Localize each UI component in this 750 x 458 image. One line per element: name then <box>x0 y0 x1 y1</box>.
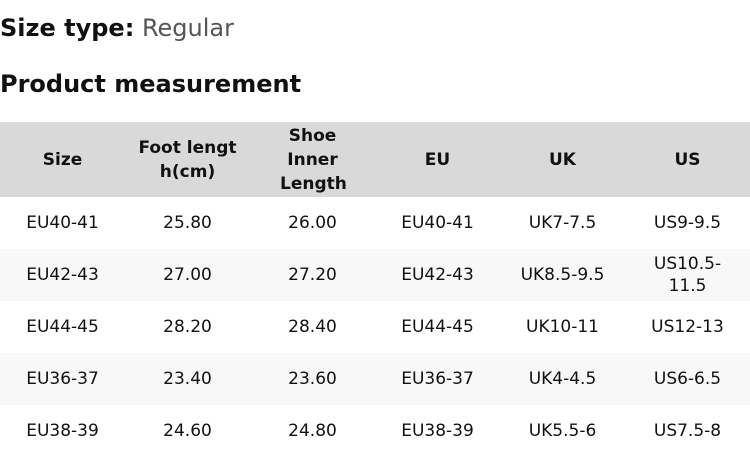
table-cell: EU44-45 <box>26 317 99 337</box>
table-cell: EU40-41 <box>401 213 474 233</box>
table-cell: EU36-37 <box>0 353 125 405</box>
table-cell: UK8.5-9.5 <box>500 249 625 301</box>
header-foot-length: Foot length(cm) <box>125 122 250 197</box>
size-type: Size type: Regular <box>0 12 234 44</box>
table-cell: UK4-4.5 <box>500 353 625 405</box>
table-cell: 28.40 <box>288 317 337 337</box>
table-cell: EU40-41 <box>26 213 99 233</box>
table-cell: US7.5-8 <box>653 421 722 441</box>
table-cell: EU42-43 <box>375 249 500 301</box>
table-row: EU36-37 23.40 23.60 EU36-37 UK4-4.5 US6-6.5 <box>0 353 750 405</box>
measurement-table: Size Foot length(cm) Shoe Inner Length E… <box>0 122 750 457</box>
table-row: EU38-39 24.60 24.80 EU38-39 UK5.5-6 US7.5-8 <box>0 405 750 457</box>
table-cell: 26.00 <box>288 213 337 233</box>
table-cell: US9-9.5 <box>653 213 722 233</box>
header-size: Size <box>0 122 125 197</box>
table-cell: 23.40 <box>125 353 250 405</box>
table-cell: UK10-11 <box>526 317 599 337</box>
table-cell: EU38-39 <box>401 421 474 441</box>
table-row: EU40-41 25.80 26.00 EU40-41 UK7-7.5 US9-9.5 <box>0 197 750 249</box>
header-shoe-inner-length: Shoe Inner Length <box>250 122 375 197</box>
table-cell: 24.80 <box>288 421 337 441</box>
section-title: Product measurement <box>0 70 302 98</box>
table-cell: EU42-43 <box>0 249 125 301</box>
table-cell: EU44-45 <box>401 317 474 337</box>
table-row: EU44-45 28.20 28.40 EU44-45 UK10-11 US12-13 <box>0 301 750 353</box>
header-eu: EU <box>375 122 500 197</box>
table-cell: EU38-39 <box>26 421 99 441</box>
header-uk: UK <box>500 122 625 197</box>
table-cell: 23.60 <box>250 353 375 405</box>
table-cell: 28.20 <box>163 317 212 337</box>
table-cell: 24.60 <box>163 421 212 441</box>
size-type-value: Regular <box>141 14 234 42</box>
table-cell: UK7-7.5 <box>528 213 597 233</box>
table-header-row: Size Foot length(cm) Shoe Inner Length E… <box>0 122 750 197</box>
table-cell: US12-13 <box>651 317 724 337</box>
header-us: US <box>625 122 750 197</box>
table-cell: 27.20 <box>250 249 375 301</box>
table-cell: UK5.5-6 <box>528 421 597 441</box>
table-cell: US6-6.5 <box>625 353 750 405</box>
table-row: EU42-43 27.00 27.20 EU42-43 UK8.5-9.5 US10.5-… <box>0 249 750 301</box>
table-cell: US10.5-11.5 <box>625 249 750 301</box>
table-cell: 27.00 <box>125 249 250 301</box>
table-cell: EU36-37 <box>375 353 500 405</box>
table-cell: 25.80 <box>163 213 212 233</box>
size-type-label: Size type: <box>0 14 135 42</box>
